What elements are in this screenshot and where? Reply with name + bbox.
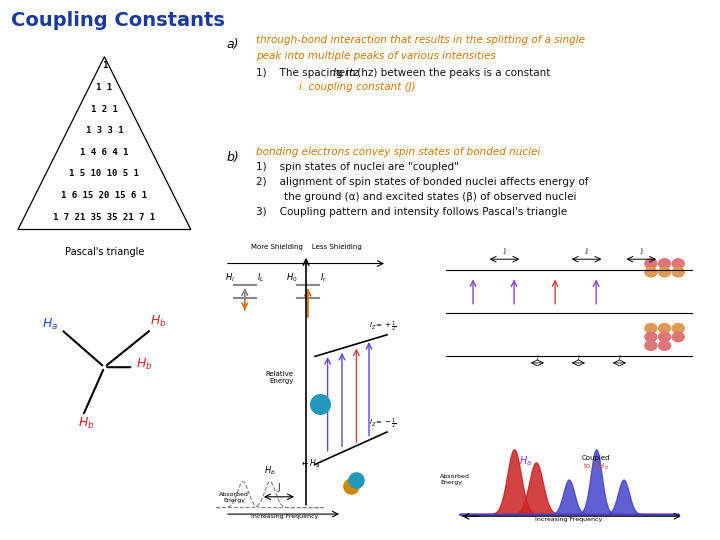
Text: peak into multiple peaks of various intensities: peak into multiple peaks of various inte… [256, 51, 495, 62]
Text: $I_Z = -\frac{1}{2}$: $I_Z = -\frac{1}{2}$ [369, 417, 397, 431]
Text: 2)    alignment of spin states of bonded nuclei affects energy of: 2) alignment of spin states of bonded nu… [256, 177, 588, 187]
Text: $H_b$: $H_b$ [136, 357, 152, 372]
Text: 1 7 21 35 35 21 7 1: 1 7 21 35 35 21 7 1 [53, 213, 156, 221]
Text: b): b) [227, 151, 240, 164]
Text: the ground (α) and excited states (β) of observed nuclei: the ground (α) and excited states (β) of… [284, 192, 577, 202]
Circle shape [645, 267, 657, 277]
Text: 1 5 10 10 5 1: 1 5 10 10 5 1 [69, 170, 140, 178]
Text: Coupling Constants: Coupling Constants [11, 11, 225, 30]
Text: $I_Z = +\frac{1}{2}$: $I_Z = +\frac{1}{2}$ [369, 320, 397, 334]
Circle shape [645, 259, 657, 268]
Circle shape [672, 332, 684, 342]
Text: J: J [278, 483, 280, 492]
Text: Absorbed
Energy: Absorbed Energy [440, 474, 470, 485]
Text: a): a) [227, 38, 239, 51]
Text: J: J [585, 248, 588, 254]
Circle shape [672, 267, 684, 277]
Circle shape [659, 341, 670, 350]
Circle shape [659, 323, 670, 333]
Text: $H_a$: $H_a$ [518, 454, 531, 468]
Text: $I_r$: $I_r$ [320, 272, 328, 284]
Text: Increasing Frequency: Increasing Frequency [535, 517, 603, 522]
Point [346, 482, 357, 490]
Circle shape [645, 332, 657, 342]
Text: bonding electrons convey spin states of bonded nuclei: bonding electrons convey spin states of … [256, 147, 540, 157]
Text: to 3 $H_b$: to 3 $H_b$ [583, 462, 609, 472]
Text: Increasing Frequency: Increasing Frequency [251, 515, 318, 519]
Text: $H_b$: $H_b$ [150, 314, 166, 329]
Text: hertz: hertz [333, 68, 359, 78]
Circle shape [659, 332, 670, 342]
Text: Pascal's triangle: Pascal's triangle [65, 247, 144, 257]
Text: J: J [577, 355, 580, 360]
Text: $\leftarrow H_a$: $\leftarrow H_a$ [300, 457, 320, 470]
Text: $I_L$: $I_L$ [258, 272, 265, 284]
Circle shape [672, 323, 684, 333]
Text: J: J [503, 248, 505, 254]
Text: J: J [640, 248, 642, 254]
Text: Relative
Energy: Relative Energy [266, 372, 294, 384]
Circle shape [645, 323, 657, 333]
Text: Coupled: Coupled [582, 455, 611, 461]
Text: 1 2 1: 1 2 1 [91, 105, 118, 113]
Text: $H_0$: $H_0$ [287, 272, 298, 284]
Text: 3)    Coupling pattern and intensity follows Pascal's triangle: 3) Coupling pattern and intensity follow… [256, 207, 567, 217]
Text: $H_b$: $H_b$ [264, 464, 276, 476]
Text: 1: 1 [102, 62, 107, 70]
Text: through-bond interaction that results in the splitting of a single: through-bond interaction that results in… [256, 35, 585, 45]
Point [315, 400, 326, 408]
Text: J: J [618, 355, 621, 360]
Circle shape [672, 259, 684, 268]
Text: $H_b$: $H_b$ [78, 416, 94, 431]
Text: More Shielding    Less Shielding: More Shielding Less Shielding [251, 244, 361, 250]
Text: (hz) between the peaks is a constant: (hz) between the peaks is a constant [354, 68, 551, 78]
Text: 1 4 6 4 1: 1 4 6 4 1 [80, 148, 129, 157]
Text: 1 3 3 1: 1 3 3 1 [86, 126, 123, 135]
Text: i. coupling constant (J): i. coupling constant (J) [299, 82, 415, 92]
Text: $H_a$: $H_a$ [42, 316, 58, 332]
Point [351, 475, 362, 484]
Text: 1 1: 1 1 [96, 83, 112, 92]
Circle shape [645, 341, 657, 350]
Circle shape [659, 267, 670, 277]
Text: 1)    The spacing in: 1) The spacing in [256, 68, 359, 78]
Text: $H_l$: $H_l$ [225, 272, 235, 284]
Text: 1 6 15 20 15 6 1: 1 6 15 20 15 6 1 [61, 191, 148, 200]
Text: J: J [536, 355, 539, 360]
Text: Absorbed
Energy: Absorbed Energy [219, 492, 249, 503]
Circle shape [659, 259, 670, 268]
Text: 1)    spin states of nuclei are "coupled": 1) spin states of nuclei are "coupled" [256, 162, 459, 172]
